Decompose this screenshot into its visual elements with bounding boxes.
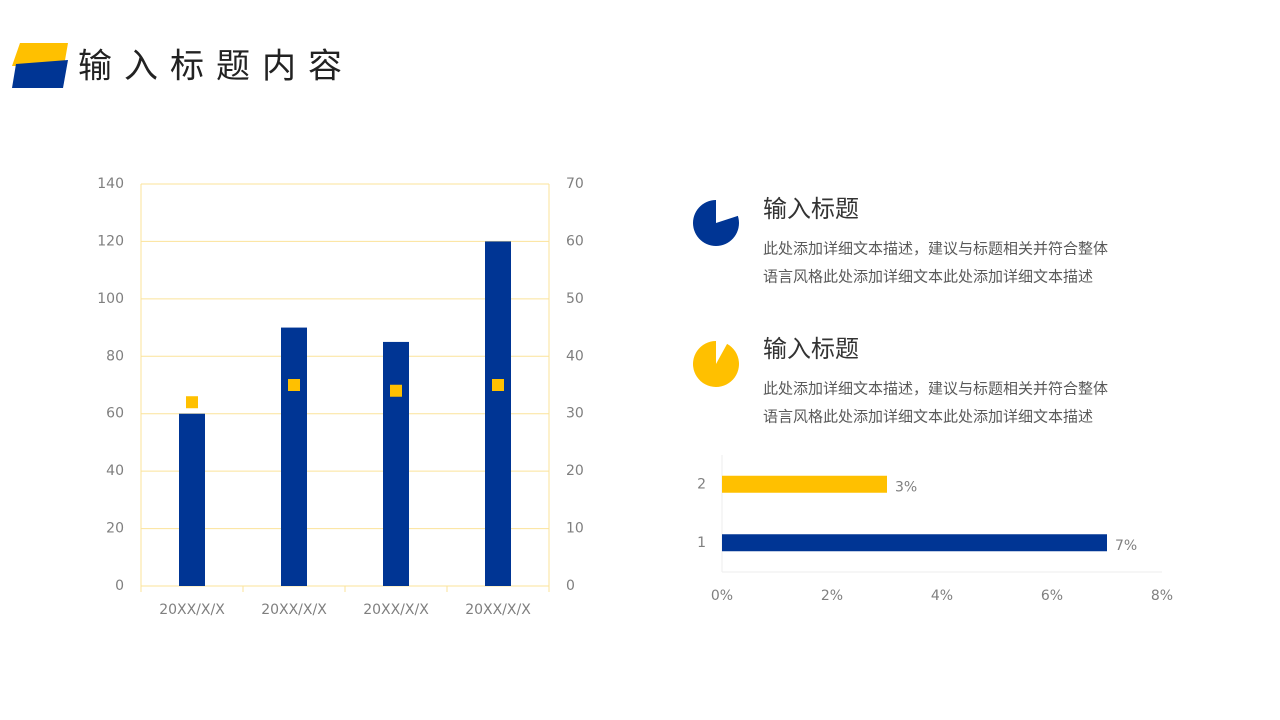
- bar: [281, 327, 307, 586]
- item-text: 语言风格此处添加详细文本此处添加详细文本描述: [763, 408, 1093, 426]
- item-text: 语言风格此处添加详细文本此处添加详细文本描述: [763, 268, 1093, 286]
- y2-tick-label: 30: [566, 406, 584, 422]
- y-tick-label: 0: [115, 578, 124, 594]
- marker: [186, 396, 198, 409]
- x-tick-label: 6%: [1041, 588, 1063, 604]
- item-title: 输入标题: [763, 195, 859, 223]
- marker: [492, 379, 504, 391]
- y-tick-label: 100: [97, 291, 124, 307]
- y2-tick-label: 20: [566, 463, 584, 479]
- y2-tick-label: 70: [566, 176, 584, 192]
- x-tick-label: 4%: [931, 588, 953, 604]
- x-tick-label: 20XX/X/X: [363, 602, 429, 618]
- y2-tick-label: 50: [566, 291, 584, 307]
- x-tick-label: 0%: [711, 588, 733, 604]
- y-tick-label: 120: [97, 233, 124, 249]
- x-tick-label: 20XX/X/X: [261, 602, 327, 618]
- pie-slice: [692, 341, 739, 387]
- bar: [179, 413, 205, 586]
- y2-tick-label: 0: [566, 578, 575, 594]
- page-title: 输入标题内容: [78, 47, 354, 87]
- y-tick-label: 1: [697, 535, 706, 551]
- marker: [390, 384, 402, 397]
- y-tick-label: 2: [697, 476, 706, 492]
- y-tick-label: 80: [106, 348, 124, 364]
- pie-slice: [693, 200, 739, 246]
- bar: [383, 341, 409, 586]
- bar: [722, 475, 887, 493]
- value-label: 7%: [1115, 538, 1137, 554]
- item-text: 此处添加详细文本描述，建议与标题相关并符合整体: [763, 380, 1108, 398]
- pie-slice: [716, 341, 728, 364]
- y-tick-label: 60: [106, 406, 124, 422]
- marker: [288, 379, 300, 391]
- y2-tick-label: 40: [566, 348, 584, 364]
- pie-slice: [716, 200, 738, 223]
- x-tick-label: 2%: [821, 588, 843, 604]
- bar: [485, 241, 511, 586]
- x-tick-label: 20XX/X/X: [465, 602, 531, 618]
- item-text: 此处添加详细文本描述，建议与标题相关并符合整体: [763, 240, 1108, 258]
- x-tick-label: 20XX/X/X: [159, 602, 225, 618]
- value-label: 3%: [895, 479, 917, 495]
- bar: [722, 534, 1107, 552]
- logo-top: [12, 43, 68, 66]
- y-tick-label: 140: [97, 176, 124, 192]
- y-tick-label: 20: [106, 521, 124, 537]
- y2-tick-label: 10: [566, 521, 584, 537]
- x-tick-label: 8%: [1151, 588, 1173, 604]
- y-tick-label: 40: [106, 463, 124, 479]
- item-title: 输入标题: [763, 335, 859, 363]
- y2-tick-label: 60: [566, 233, 584, 249]
- logo-bottom: [12, 60, 68, 88]
